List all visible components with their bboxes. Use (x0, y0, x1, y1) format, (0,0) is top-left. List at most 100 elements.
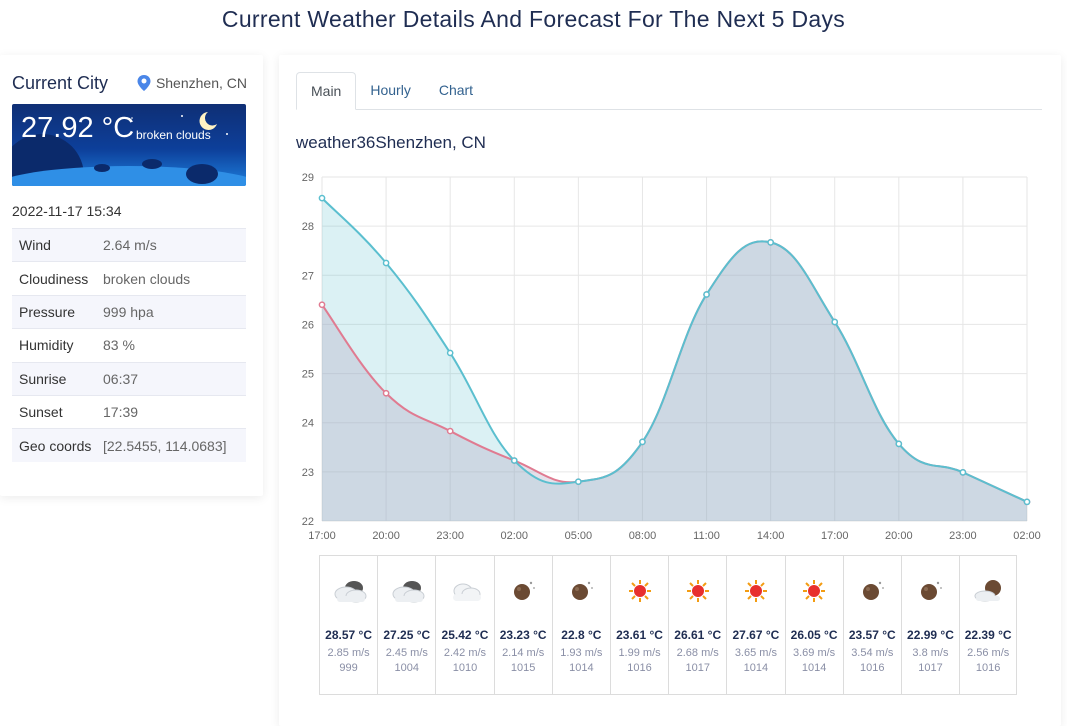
y-tick-label: 27 (302, 270, 314, 282)
data-point[interactable] (959, 468, 967, 476)
weather-details-table: Wind 2.64 m/s Cloudiness broken clouds Press… (12, 228, 246, 463)
forecast-temp: 22.99 °C (907, 628, 954, 642)
forecast-wind: 2.14 m/s (502, 647, 545, 659)
detail-key: Geo coords (19, 437, 92, 454)
detail-row: Wind 2.64 m/s (12, 228, 246, 262)
data-point[interactable] (767, 239, 774, 246)
x-tick-label: 11:00 (693, 530, 720, 542)
night-cloudy-icon (960, 556, 1016, 612)
forecast-pressure: 1015 (510, 662, 536, 674)
data-point[interactable] (639, 438, 646, 446)
forecast-temp: 23.57 °C (848, 628, 896, 642)
data-point[interactable] (1023, 498, 1031, 506)
detail-row: Geo coords [22.5455, 114.0683] (12, 428, 246, 463)
forecast-pressure: 1014 (801, 662, 827, 674)
data-point[interactable] (318, 301, 326, 309)
data-point[interactable] (575, 478, 582, 486)
x-tick-label: 05:00 (565, 530, 593, 542)
tab-main[interactable]: Main (296, 72, 357, 110)
data-point[interactable] (382, 259, 390, 267)
y-tick-label: 23 (302, 467, 314, 479)
detail-value: 83 % (103, 337, 135, 354)
x-tick-label: 17:00 (308, 530, 336, 542)
forecast-item: 27.67 °C 3.65 m/s 1014 (726, 555, 785, 695)
detail-key: Cloudiness (19, 270, 89, 287)
forecast-pressure: 999 (339, 662, 358, 674)
forecast-pressure: 1017 (685, 662, 710, 674)
temperature-chart: 22 23 24 25 26 27 28 29 17:00 20:00 23:00 02:00 05:0… (302, 172, 1041, 542)
forecast-pressure: 1016 (627, 662, 652, 674)
data-point[interactable] (895, 440, 903, 448)
detail-key: Sunrise (19, 370, 67, 387)
detail-value: [22.5455, 114.0683] (103, 437, 227, 454)
night-clear-icon (844, 556, 901, 612)
detail-key: Pressure (19, 303, 76, 320)
current-temperature: 27.92 °C (21, 112, 135, 144)
forecast-card: Main Hourly Chart weather36Shenzhen, CN … (279, 55, 1061, 726)
night-clear-icon (495, 556, 552, 612)
data-point[interactable] (510, 457, 518, 464)
data-point[interactable] (382, 389, 390, 397)
forecast-pressure: 1010 (452, 662, 478, 674)
detail-value: 999 hpa (103, 303, 154, 320)
current-timestamp: 2022-11-17 15:34 (12, 203, 122, 219)
detail-value: 06:37 (103, 370, 139, 387)
detail-row: Pressure 999 hpa (12, 295, 246, 329)
forecast-temp: 26.05 °C (790, 628, 838, 642)
x-tick-label: 02:00 (1013, 530, 1041, 542)
forecast-temp: 22.8 °C (561, 628, 602, 642)
forecast-item: 22.8 °C 1.93 m/s 1014 (551, 555, 610, 695)
forecast-item: 26.61 °C 2.68 m/s 1017 (668, 555, 727, 695)
forecast-temp: 25.42 °C (441, 628, 489, 642)
forecast-pressure: 1014 (569, 662, 594, 674)
broken-clouds-icon (320, 556, 377, 612)
x-tick-label: 20:00 (885, 530, 913, 542)
y-tick-label: 24 (302, 418, 314, 430)
detail-value: broken clouds (103, 270, 191, 287)
forecast-item: 23.57 °C 3.54 m/s 1016 (842, 555, 901, 695)
data-point[interactable] (318, 194, 326, 202)
tab-chart[interactable]: Chart (438, 82, 474, 98)
city-header: Current City Shenzhen, CN (12, 73, 247, 97)
current-weather-card: Current City Shenzhen, CN 27.92 °C broke… (0, 55, 263, 496)
forecast-item: 23.61 °C 1.99 m/s 1016 (609, 555, 669, 695)
detail-key: Wind (19, 237, 51, 254)
detail-row: Sunset 17:39 (12, 395, 246, 428)
detail-key: Sunset (19, 404, 63, 421)
few-clouds-icon (436, 556, 493, 612)
data-point[interactable] (446, 427, 454, 435)
y-tick-label: 29 (302, 172, 314, 184)
data-point[interactable] (831, 318, 839, 326)
weather-banner: 27.92 °C broken clouds (12, 104, 246, 186)
detail-row: Humidity 83 % (12, 328, 246, 362)
forecast-wind: 1.93 m/s (560, 647, 603, 659)
data-point[interactable] (703, 291, 710, 298)
data-point[interactable] (446, 349, 454, 357)
tab-hourly[interactable]: Hourly (370, 82, 411, 98)
forecast-temp: 23.61 °C (616, 628, 663, 642)
forecast-pressure: 1014 (743, 662, 769, 674)
forecast-strip: 28.57 °C 2.85 m/s 999 27.25 °C 2.45 m/s 1004 2… (319, 555, 1018, 695)
detail-row: Sunrise 06:37 (12, 362, 246, 396)
location-pin-icon (137, 75, 151, 91)
forecast-item: 22.39 °C 2.56 m/s 1016 (959, 555, 1018, 695)
view-tabs: Main Hourly Chart (296, 72, 1042, 110)
forecast-temp: 27.67 °C (732, 628, 780, 642)
y-tick-label: 26 (302, 319, 314, 331)
detail-value: 2.64 m/s (103, 237, 157, 254)
forecast-wind: 2.85 m/s (327, 647, 370, 659)
forecast-pressure: 1004 (394, 662, 420, 674)
forecast-wind: 2.68 m/s (676, 647, 719, 659)
y-tick-label: 28 (302, 221, 314, 233)
forecast-wind: 3.69 m/s (793, 647, 836, 659)
sunny-icon (786, 556, 843, 612)
forecast-item: 28.57 °C 2.85 m/s 999 (319, 555, 378, 695)
night-sky-illustration (12, 112, 246, 186)
x-tick-label: 14:00 (757, 530, 785, 542)
detail-key: Humidity (19, 337, 74, 354)
chart-title: weather36Shenzhen, CN (296, 133, 486, 152)
broken-clouds-icon (378, 556, 435, 612)
forecast-temp: 23.23 °C (499, 628, 547, 642)
sunny-icon (611, 556, 668, 612)
page-title: Current Weather Details And Forecast For… (221, 6, 846, 32)
